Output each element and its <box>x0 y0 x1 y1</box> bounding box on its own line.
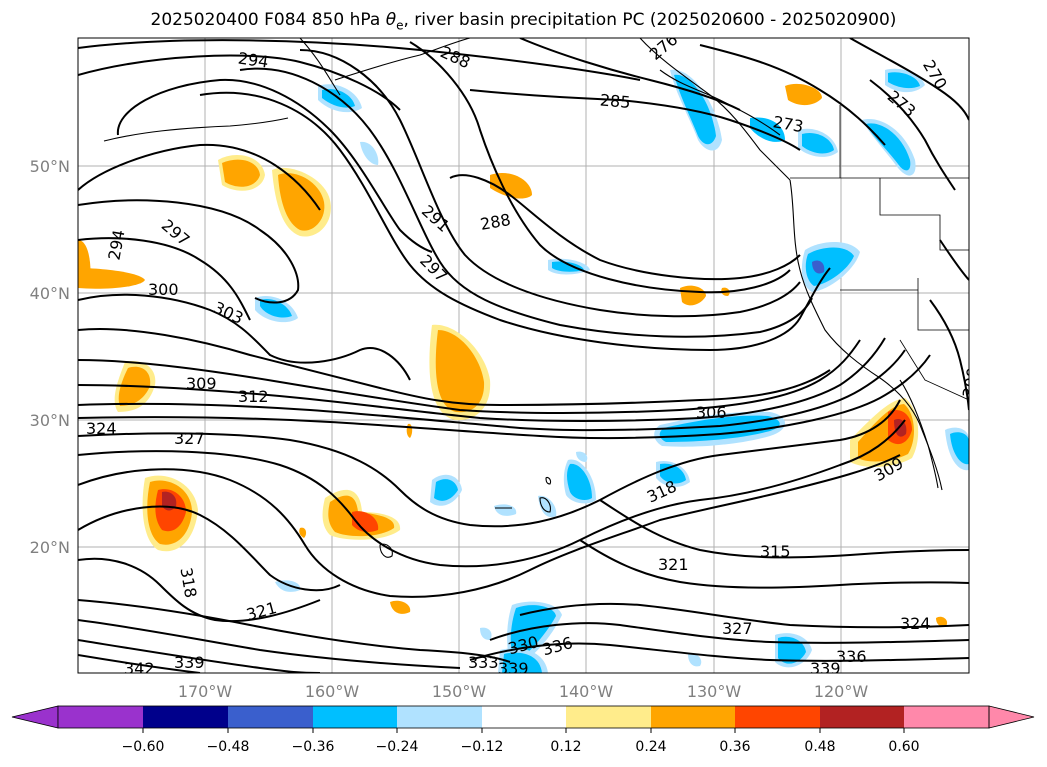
longitude-labels: 170°W 160°W 150°W 140°W 130°W 120°W <box>178 682 869 701</box>
colorbar-tick-label: 0.36 <box>719 739 750 755</box>
lon-label: 130°W <box>687 682 742 701</box>
lon-label: 170°W <box>178 682 233 701</box>
colorbar-ticks <box>142 728 905 733</box>
colorbar-segment <box>313 706 397 728</box>
contour-label: 327 <box>722 619 753 638</box>
contour-label: 339 <box>498 659 529 678</box>
colorbar-tick-label: 0.24 <box>635 739 666 755</box>
colorbar-segment <box>58 706 143 728</box>
colorbar-tick-label: −0.36 <box>292 739 335 755</box>
colorbar-segment <box>566 706 651 728</box>
contour-label: 309 <box>959 366 983 399</box>
contour-label: 312 <box>238 387 269 406</box>
contour-label: 327 <box>174 429 205 448</box>
colorbar-tick-label: −0.12 <box>461 739 504 755</box>
colorbar-segment <box>228 706 313 728</box>
colorbar-segment <box>735 706 820 728</box>
map-frame <box>77 37 970 674</box>
colorbar-tick-label: 0.60 <box>888 739 919 755</box>
colorbar-segment <box>651 706 735 728</box>
contour-label: 333 <box>468 653 499 672</box>
colorbar-tick-label: −0.60 <box>122 739 165 755</box>
lon-label: 150°W <box>432 682 487 701</box>
contour-label: 285 <box>599 90 631 112</box>
lon-label: 160°W <box>305 682 360 701</box>
colorbar-frame <box>57 705 990 729</box>
colorbar-segment <box>820 706 904 728</box>
figure-title: 2025020400 F084 850 hPa θe, river basin … <box>150 10 897 33</box>
lon-label: 120°W <box>814 682 869 701</box>
colorbar-segment <box>482 706 566 728</box>
colorbar-segment <box>11 705 59 729</box>
contour-label: 342 <box>124 659 155 678</box>
colorbar-segment <box>143 706 228 728</box>
contour-label: 324 <box>86 419 117 438</box>
colorbar-tick-label: −0.48 <box>207 739 250 755</box>
colorbar-tick-label: 0.12 <box>550 739 581 755</box>
contour-label: 306 <box>696 403 727 422</box>
lat-label: 30°N <box>30 411 70 430</box>
contour-label: 321 <box>658 555 689 574</box>
precipitation-shading <box>78 68 969 673</box>
theta-e-contours <box>78 38 969 673</box>
lat-label: 50°N <box>30 157 70 176</box>
contour-label: 300 <box>148 280 179 299</box>
colorbar-segment <box>904 706 989 728</box>
contour-label: 294 <box>237 49 270 72</box>
colorbar-tick-label: 0.48 <box>804 739 835 755</box>
contour-label: 339 <box>174 653 205 672</box>
contour-label: 315 <box>760 542 791 561</box>
contour-label: 336 <box>836 647 867 666</box>
colorbar: −0.60 −0.48 −0.36 −0.24 −0.12 0.12 0.24 … <box>11 705 1035 755</box>
colorbar-tick-label: −0.24 <box>376 739 419 755</box>
latitude-labels: 50°N 40°N 30°N 20°N <box>30 157 70 557</box>
lon-label: 140°W <box>559 682 614 701</box>
lat-label: 40°N <box>30 284 70 303</box>
colorbar-segment <box>988 705 1035 729</box>
colorbar-segment <box>397 706 482 728</box>
contour-label: 339 <box>810 659 841 678</box>
contour-label: 324 <box>900 614 931 633</box>
contour-label: 309 <box>186 374 217 393</box>
map-plot-area: 294 288 276 285 273 270 273 294 297 291 … <box>78 38 983 678</box>
lat-label: 20°N <box>30 538 70 557</box>
